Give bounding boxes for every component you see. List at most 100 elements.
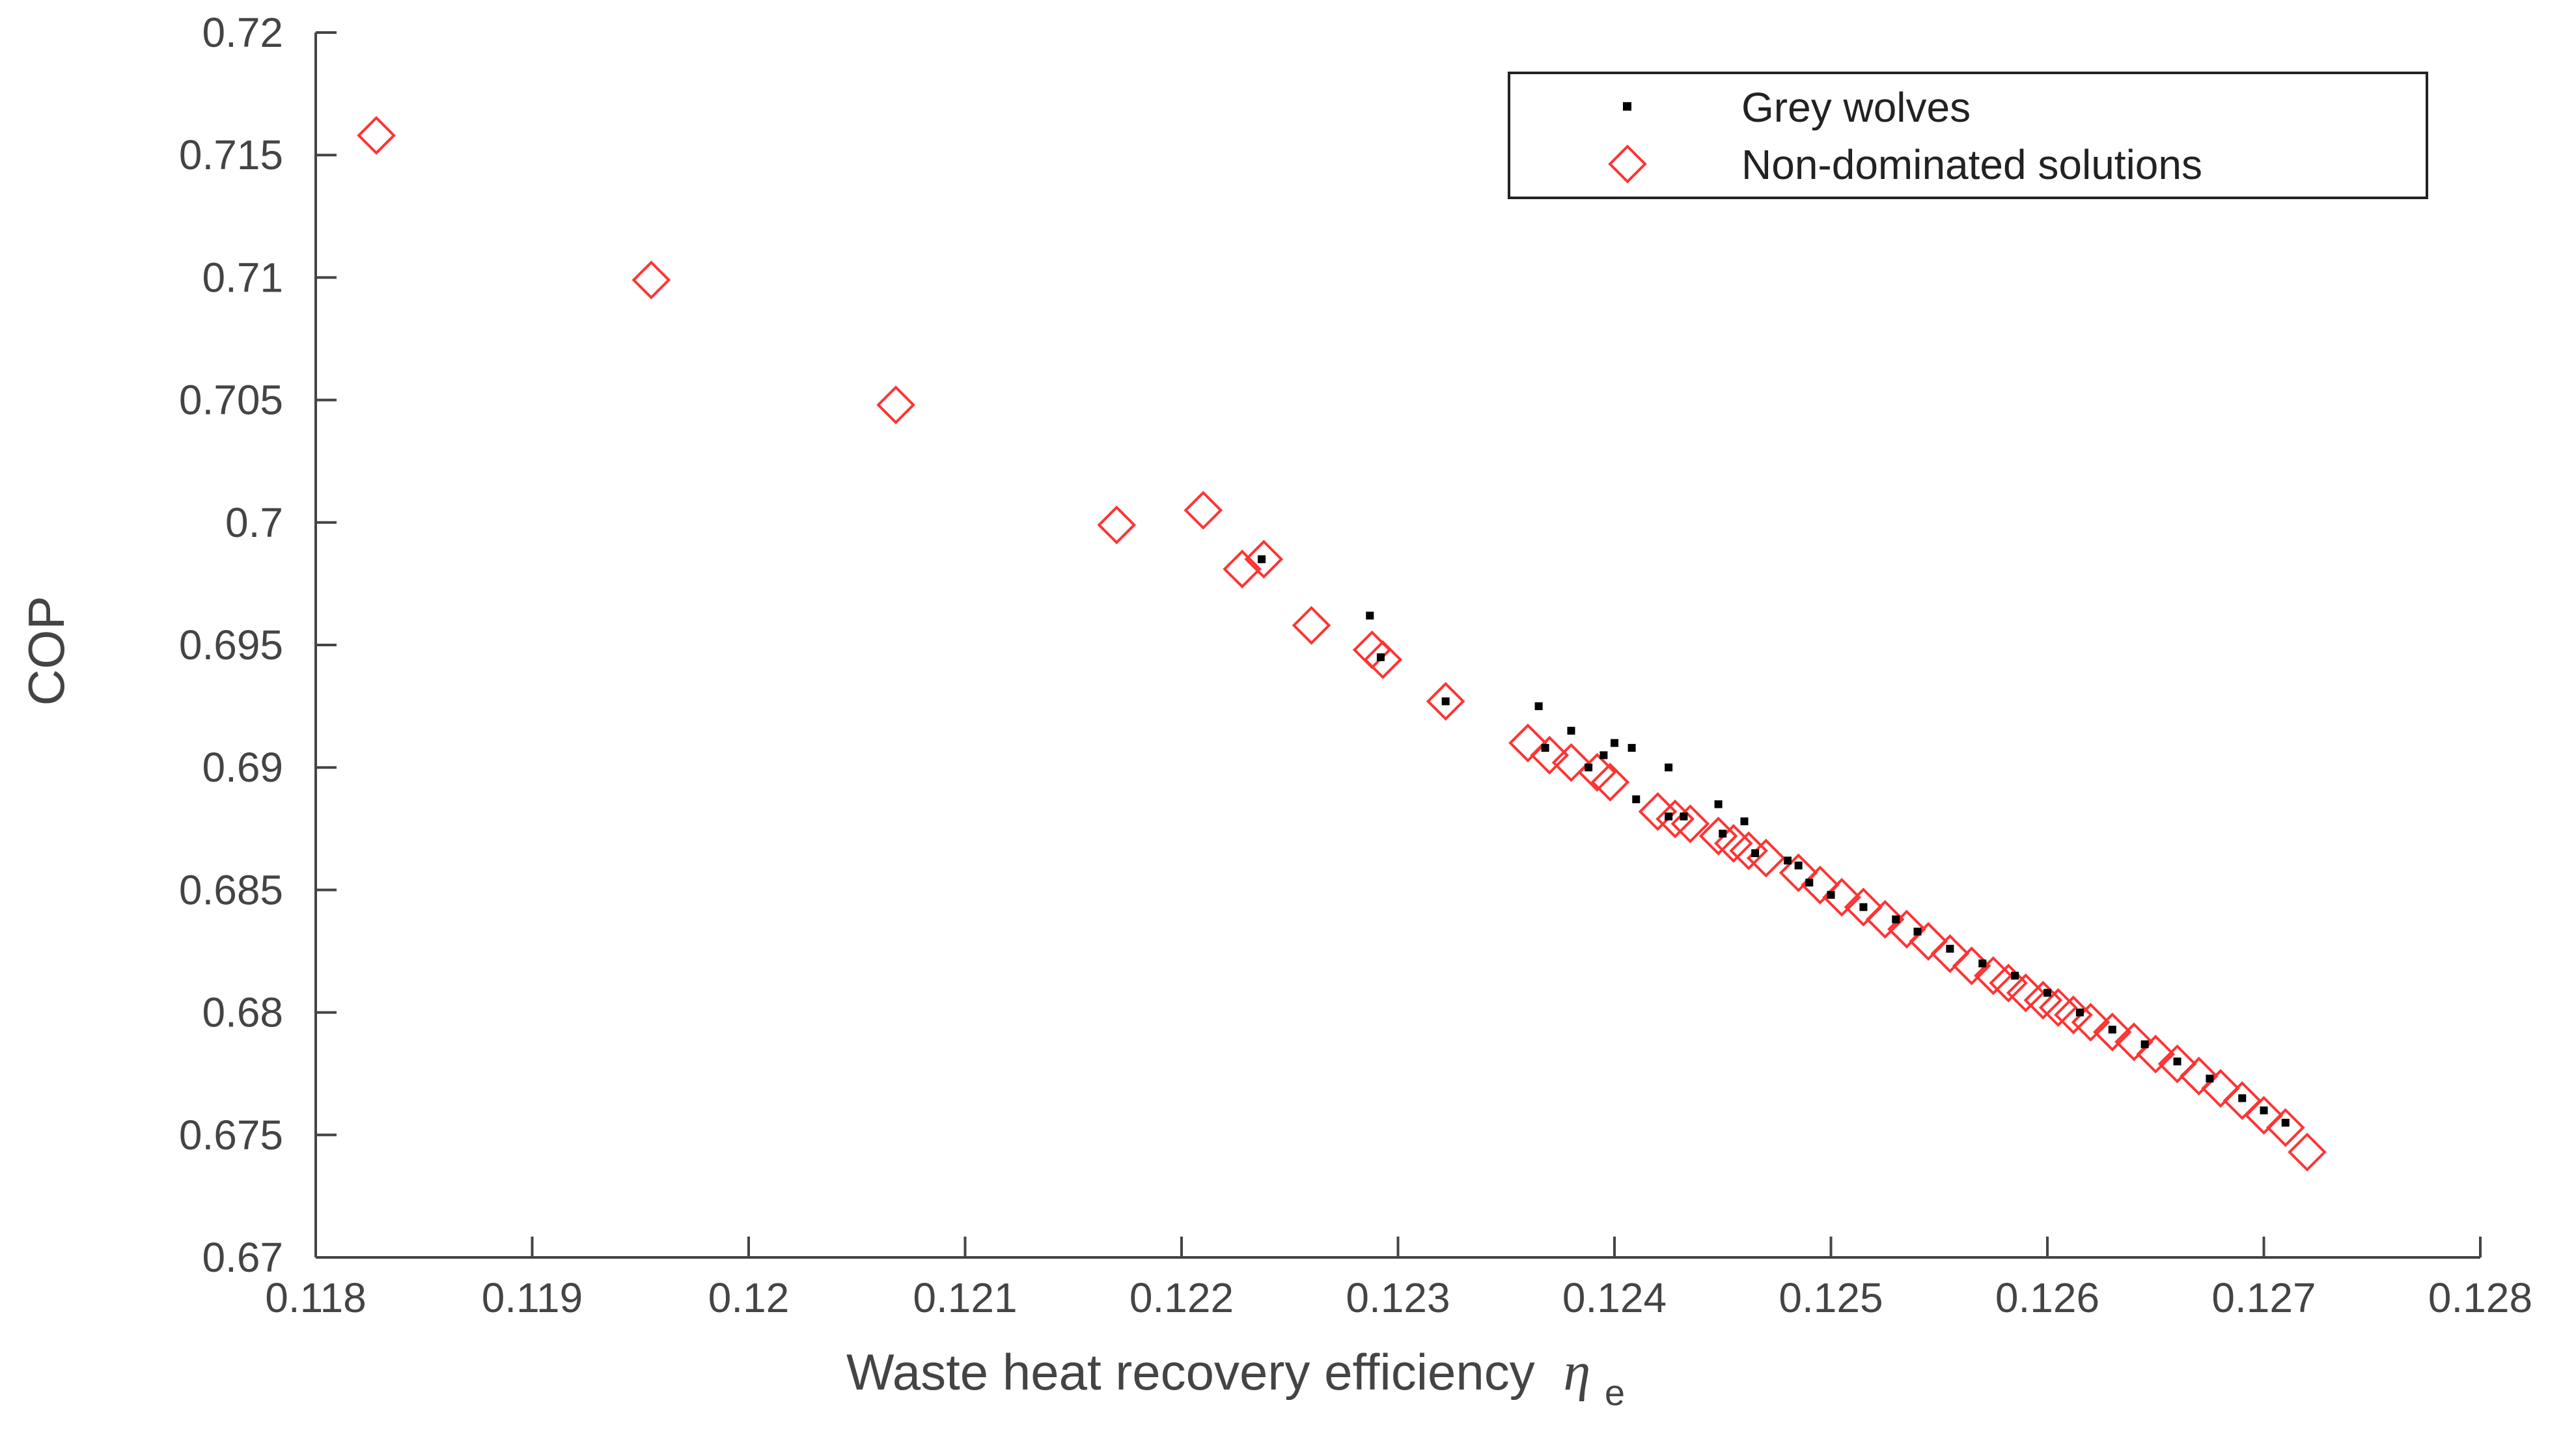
legend-diamond-marker: [1608, 144, 1647, 184]
non-dominated-point: [1097, 505, 1137, 545]
grey-wolf-point: [1567, 726, 1575, 735]
non-dominated-point: [2071, 1002, 2111, 1042]
x-axis-label-subscript: e: [1605, 1372, 1625, 1413]
grey-wolf-point: [2043, 989, 2051, 997]
grey-wolf-point: [1541, 744, 1549, 752]
y-tick-label: 0.72: [202, 9, 283, 56]
non-dominated-point: [1989, 963, 2028, 1003]
grey-wolf-point: [1946, 944, 1954, 953]
non-dominated-point: [2223, 1081, 2262, 1120]
y-tick-label: 0.715: [179, 131, 283, 178]
x-tick-label: 0.122: [1129, 1274, 1234, 1321]
non-dominated-point: [2288, 1132, 2327, 1172]
legend-dot-marker: [1623, 102, 1631, 111]
grey-wolf-point: [1366, 611, 1374, 620]
x-tick-label: 0.127: [2211, 1274, 2316, 1321]
non-dominated-point: [1670, 804, 1710, 843]
non-dominated-point: [1551, 743, 1591, 782]
non-dominated-point: [1508, 723, 1547, 763]
grey-wolf-point: [1913, 927, 1922, 936]
non-dominated-point: [2157, 1044, 2197, 1084]
grey-wolf-point: [2173, 1057, 2181, 1065]
grey-wolf-point: [1585, 763, 1593, 772]
non-dominated-point: [1590, 762, 1630, 802]
non-dominated-point: [2244, 1095, 2284, 1135]
x-tick-label: 0.119: [482, 1274, 583, 1321]
non-dominated-point: [1865, 899, 1905, 939]
non-dominated-point: [631, 260, 671, 299]
non-dominated-point: [1930, 934, 1970, 974]
non-dominated-point: [876, 385, 915, 424]
x-tick-label: 0.124: [1562, 1274, 1667, 1321]
y-tick-label: 0.695: [179, 622, 283, 668]
non-dominated-point: [1779, 853, 1818, 892]
grey-wolves-series: [1258, 555, 2290, 1127]
grey-wolf-point: [2238, 1094, 2247, 1103]
grey-wolf-point: [2140, 1040, 2149, 1048]
grey-wolf-point: [1632, 795, 1641, 804]
non-dominated-point: [1363, 640, 1403, 679]
non-dominated-point: [1530, 735, 1570, 775]
grey-wolf-point: [1665, 812, 1673, 821]
x-tick-label: 0.123: [1346, 1274, 1450, 1321]
grey-wolf-point: [1680, 812, 1688, 821]
grey-wolf-point: [1784, 857, 1792, 865]
grey-wolf-point: [1258, 555, 1266, 564]
grey-wolf-point: [1805, 879, 1814, 887]
x-axis-label-text: Waste heat recovery efficiency: [846, 1343, 1535, 1401]
x-tick-label: 0.118: [265, 1274, 366, 1321]
grey-wolf-point: [1611, 739, 1618, 747]
grey-wolf-point: [1978, 959, 1987, 968]
x-tick-label: 0.121: [913, 1274, 1017, 1321]
non-dominated-point: [1184, 491, 1223, 530]
grey-wolf-point: [1794, 861, 1803, 870]
non-dominated-point: [1244, 540, 1284, 579]
y-tick-label: 0.67: [202, 1234, 283, 1281]
non-dominated-point: [2201, 1069, 2240, 1108]
grey-wolf-point: [1751, 849, 1760, 857]
grey-wolf-point: [2075, 1008, 2084, 1017]
grey-wolf-point: [1627, 744, 1636, 752]
grey-wolf-point: [2260, 1106, 2268, 1115]
x-tick-label: 0.12: [708, 1274, 790, 1321]
non-dominated-point: [1426, 681, 1465, 721]
legend-label-grey-wolves: Grey wolves: [1741, 84, 1971, 131]
grey-wolf-point: [1665, 763, 1673, 772]
non-dominated-point: [1909, 922, 1948, 961]
grey-wolf-point: [1740, 817, 1749, 826]
y-tick-label: 0.675: [179, 1112, 283, 1158]
non-dominated-point: [1887, 909, 1926, 949]
grey-wolf-point: [1534, 702, 1543, 711]
grey-wolf-point: [2108, 1025, 2116, 1034]
legend-box: [1508, 72, 2428, 199]
non-dominated-point: [2136, 1034, 2176, 1074]
grey-wolf-point: [2011, 972, 2019, 980]
non-dominated-point: [2179, 1056, 2219, 1096]
grey-wolf-point: [2206, 1075, 2214, 1083]
x-axis-label-symbol: η: [1563, 1341, 1590, 1402]
x-tick-label: 0.126: [1995, 1274, 2099, 1321]
grey-wolf-point: [1714, 800, 1723, 808]
non-dominated-point: [2114, 1022, 2154, 1062]
x-tick-label: 0.125: [1779, 1274, 1883, 1321]
grey-wolf-point: [1827, 890, 1835, 899]
non-dominated-point: [2265, 1108, 2305, 1147]
non-dominated-point: [1844, 887, 1883, 927]
x-tick-label: 0.128: [2428, 1274, 2532, 1321]
y-axis-label: COP: [18, 596, 75, 706]
y-ticks: 0.67 0.675 0.68 0.685 0.69 0.695 0.7 0.705 0.71 0…: [179, 9, 337, 1281]
grey-wolf-point: [1376, 653, 1385, 661]
grey-wolf-point: [1441, 697, 1450, 706]
non-dominated-series: [357, 116, 2327, 1172]
y-tick-label: 0.705: [179, 377, 283, 424]
non-dominated-point: [2092, 1012, 2132, 1052]
grey-wolf-point: [2281, 1118, 2290, 1127]
legend-label-non-dominated: Non-dominated solutions: [1741, 141, 2202, 188]
non-dominated-point: [357, 116, 396, 155]
y-tick-label: 0.7: [225, 499, 283, 546]
y-tick-label: 0.685: [179, 866, 283, 913]
grey-wolf-point: [1600, 751, 1608, 760]
grey-wolf-point: [1892, 915, 1900, 924]
